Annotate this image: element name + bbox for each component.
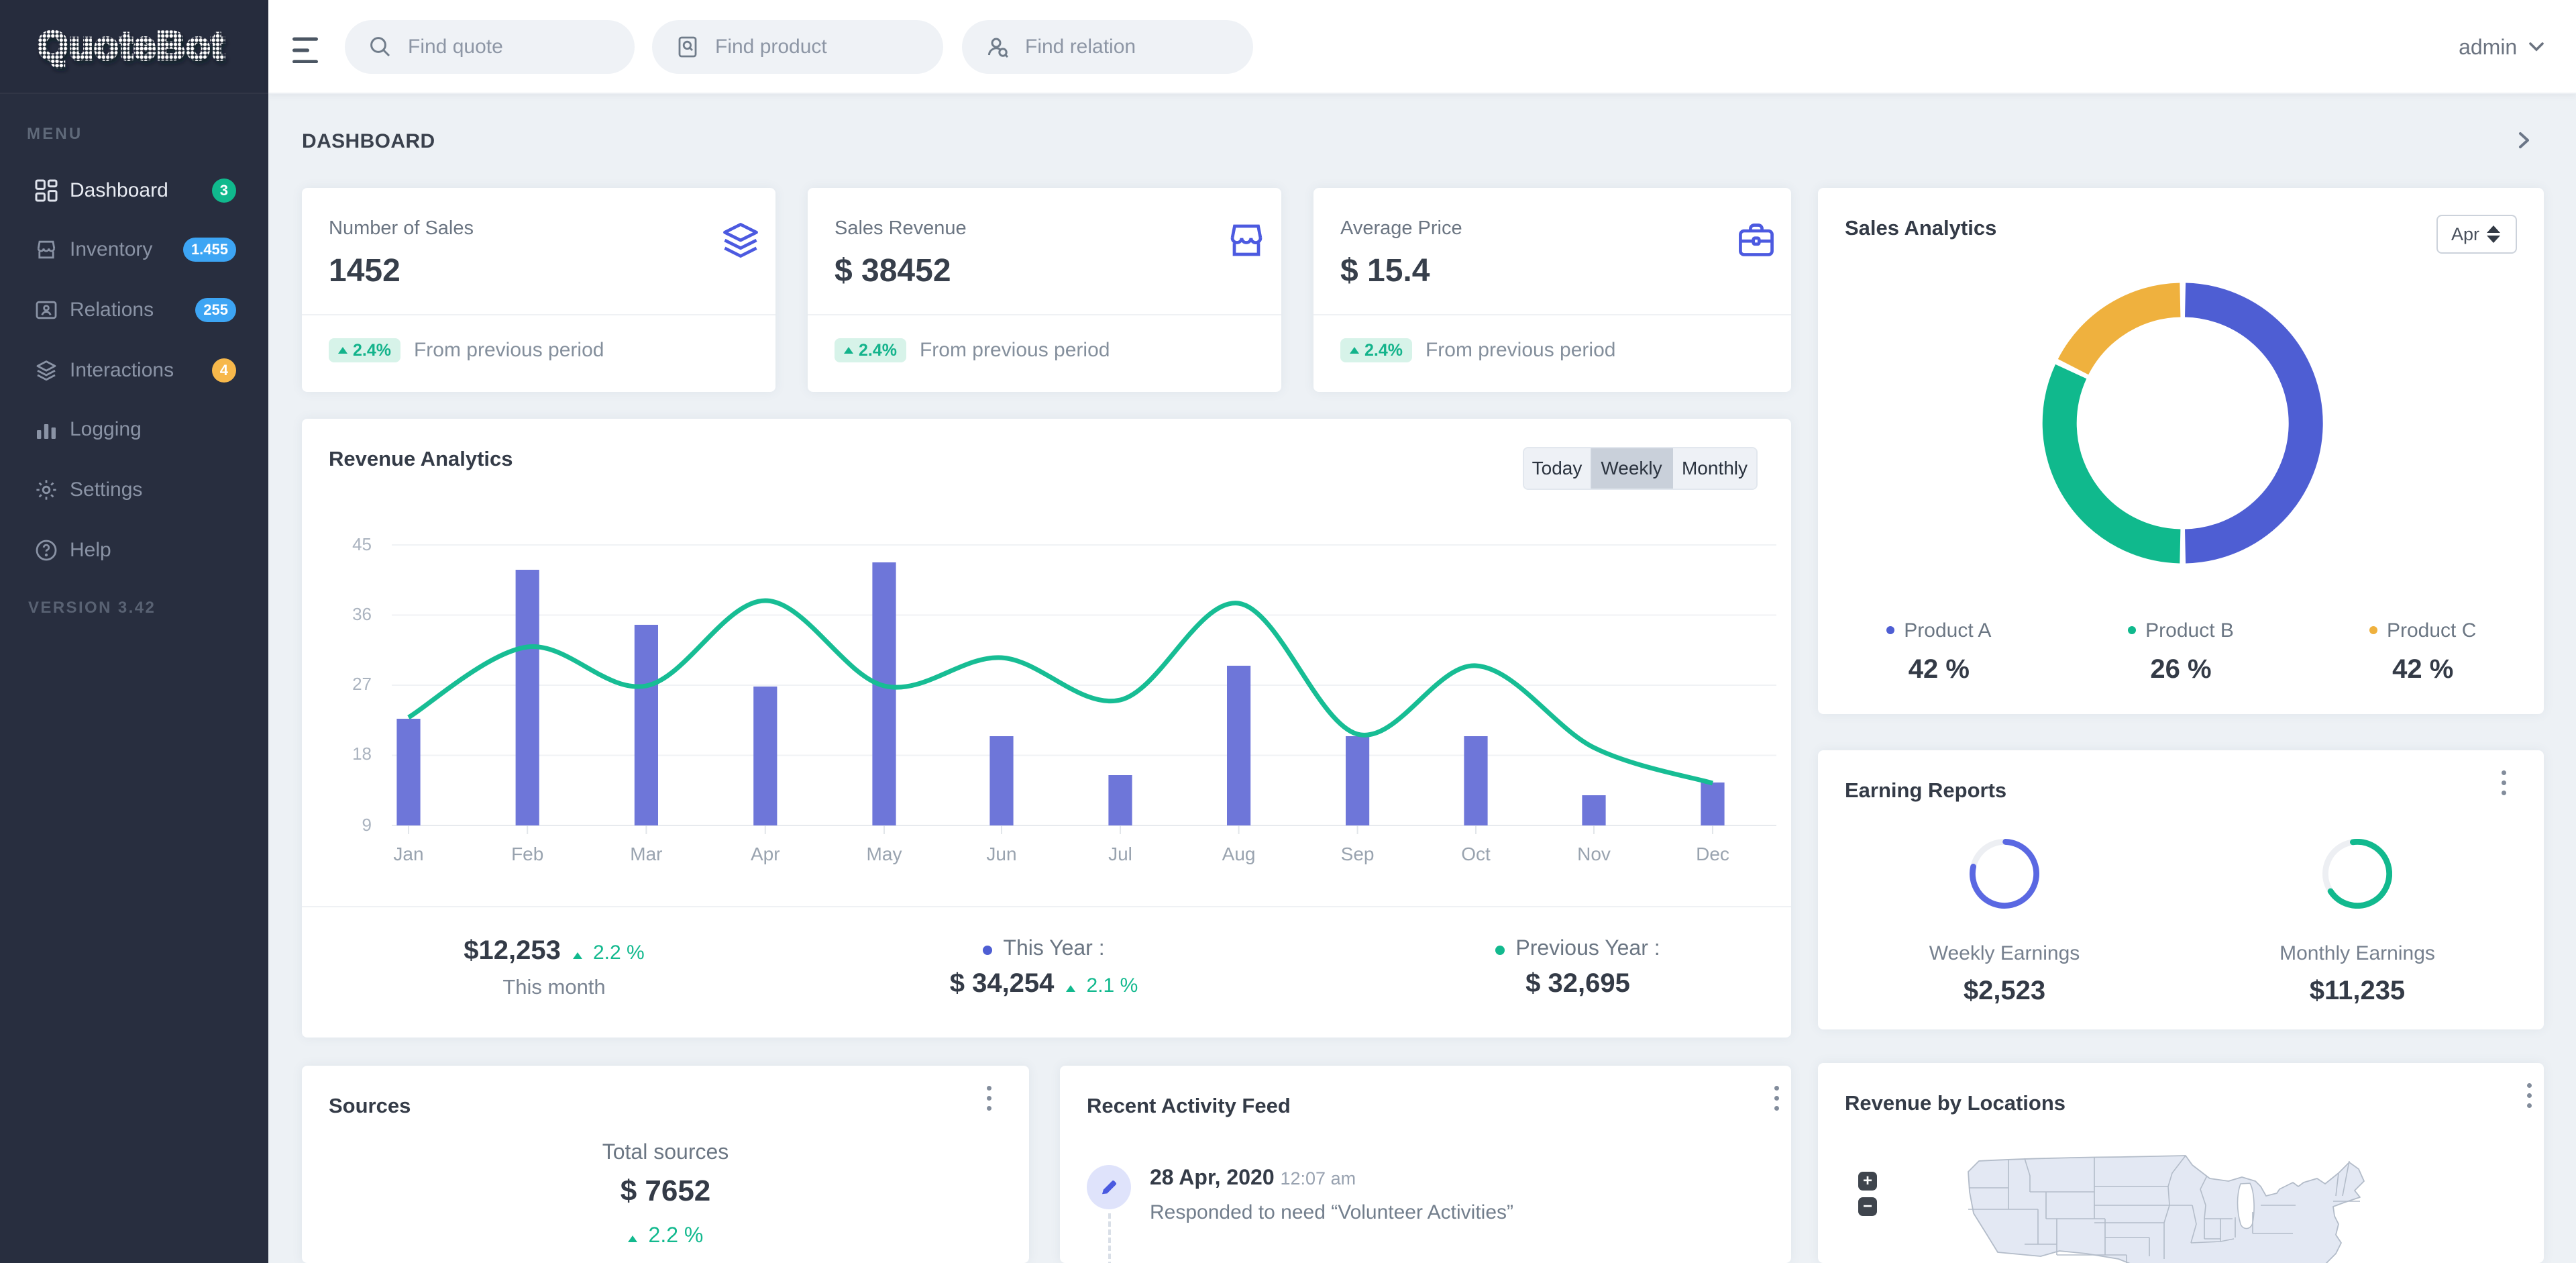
svg-text:May: May (867, 844, 902, 864)
svg-text:Jul: Jul (1108, 844, 1132, 864)
svg-text:Dec: Dec (1696, 844, 1729, 864)
svg-text:Jun: Jun (986, 844, 1016, 864)
svg-text:Aug: Aug (1222, 844, 1256, 864)
svg-text:36: 36 (352, 604, 372, 624)
svg-text:9: 9 (362, 815, 372, 835)
svg-text:Sep: Sep (1341, 844, 1375, 864)
svg-text:Apr: Apr (751, 844, 780, 864)
svg-text:Nov: Nov (1577, 844, 1611, 864)
svg-text:27: 27 (352, 674, 372, 694)
svg-text:Feb: Feb (511, 844, 543, 864)
svg-text:Oct: Oct (1461, 844, 1491, 864)
svg-text:Jan: Jan (393, 844, 423, 864)
svg-text:QuoteBot: QuoteBot (38, 24, 225, 68)
svg-text:18: 18 (352, 744, 372, 764)
svg-text:Mar: Mar (630, 844, 662, 864)
svg-text:45: 45 (352, 534, 372, 554)
